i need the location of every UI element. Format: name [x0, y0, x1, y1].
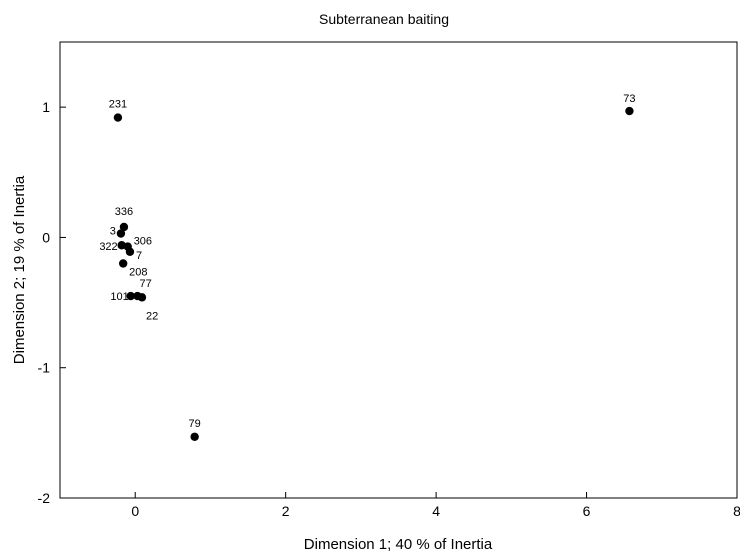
point-label: 3: [110, 226, 116, 238]
axis-ticks: 0 2 4 6 8 -2 -1 0 1: [38, 99, 740, 519]
point-label: 322: [99, 241, 117, 253]
data-point: [116, 229, 126, 238]
data-point: [119, 222, 129, 232]
data-points: 231 73 336 3 322 306 7 208 101 77 22 79: [99, 93, 636, 441]
y-tick-label: -1: [38, 360, 51, 376]
data-point: [113, 113, 123, 122]
y-tick-label: 0: [42, 229, 50, 245]
chart-title: Subterranean baiting: [319, 11, 449, 27]
data-point: [137, 293, 147, 302]
x-tick-label: 4: [432, 503, 440, 519]
x-tick-label: 0: [131, 503, 139, 519]
point-label: 336: [115, 206, 133, 218]
y-tick-label: 1: [42, 99, 50, 115]
data-point: [118, 259, 128, 268]
y-tick-label: -2: [38, 490, 51, 506]
point-label: 7: [136, 250, 142, 262]
point-label: 77: [139, 278, 151, 290]
x-tick-label: 6: [583, 503, 591, 519]
point-label: 208: [129, 266, 147, 278]
data-point: [125, 247, 135, 256]
point-label: 22: [146, 310, 158, 322]
x-tick-label: 2: [282, 503, 290, 519]
point-label: 79: [189, 418, 201, 430]
x-tick-label: 8: [733, 503, 740, 519]
plot-frame: [59, 41, 738, 499]
y-axis-label: Dimension 2; 19 % of Inertia: [11, 175, 28, 364]
data-point: [625, 106, 634, 116]
data-point: [126, 291, 135, 301]
point-label: 73: [623, 93, 635, 105]
point-label: 231: [109, 99, 127, 111]
x-axis-label: Dimension 1; 40 % of Inertia: [304, 536, 493, 553]
point-label: 306: [134, 236, 152, 248]
data-point: [190, 432, 199, 441]
point-label: 101: [110, 291, 128, 303]
